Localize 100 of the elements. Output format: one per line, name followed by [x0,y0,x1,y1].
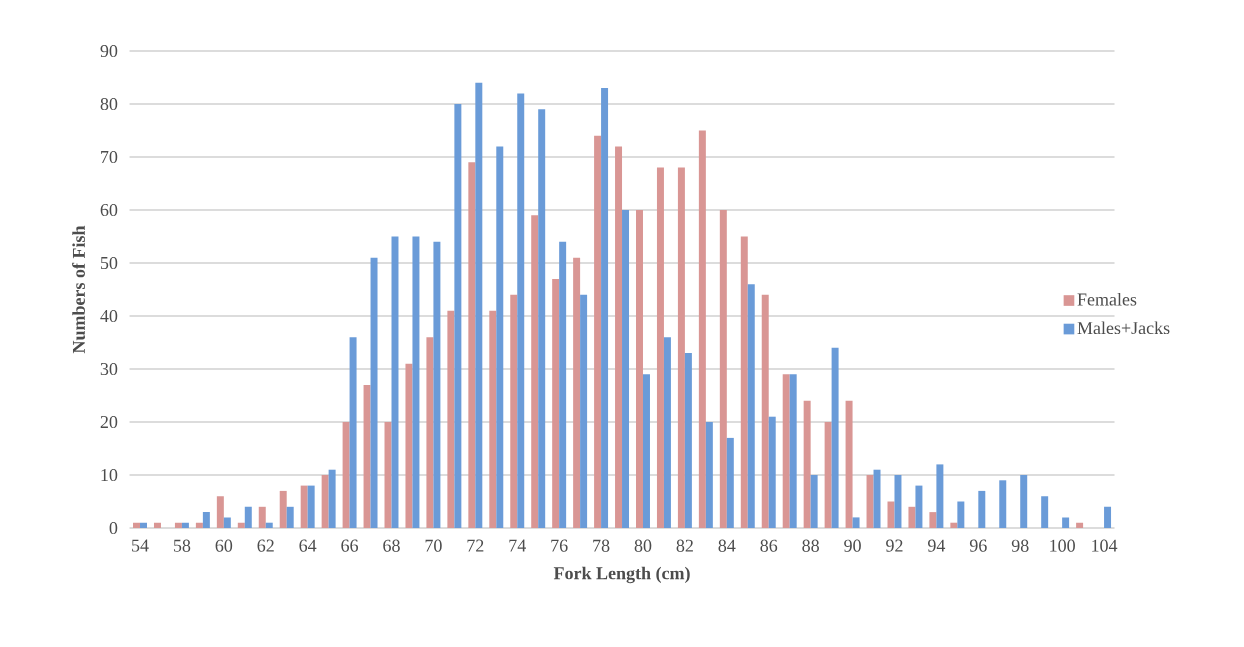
bar [663,337,671,528]
bar [202,512,210,528]
x-tick-label: 66 [341,539,359,552]
x-tick-label: 64 [299,539,317,552]
x-tick-label: 86 [760,539,778,552]
y-tick-label: 90 [100,44,118,58]
x-tick-label: 68 [383,539,400,552]
bar [761,294,769,528]
bar [915,485,923,528]
bar [908,506,916,528]
bar [642,374,650,528]
bar [140,522,147,528]
bar [768,416,776,528]
bar [656,167,664,528]
bar [852,517,860,528]
bar [552,278,560,528]
x-axis-title: Fork Length (cm) [553,566,690,584]
bar [300,485,308,528]
bar [405,363,413,528]
bar [936,464,944,528]
x-tick-label: 72 [467,539,484,552]
bar [845,400,853,528]
bar [489,310,497,528]
bar [803,400,811,528]
bar [223,517,231,528]
bar [719,210,727,528]
bar [433,241,441,528]
x-tick-label: 74 [509,539,526,552]
bar [594,135,602,528]
bar [174,522,182,528]
bar [789,374,797,528]
bar [153,522,161,528]
bar [265,522,273,528]
bar [810,475,818,528]
bar [684,353,692,528]
bar [475,82,483,528]
bar [510,294,518,528]
bar [328,469,336,528]
x-tick-label: 62 [257,539,274,552]
bar [726,437,734,528]
bar [698,130,706,528]
x-tick-label: 98 [1011,539,1029,552]
x-tick-label: 76 [551,539,568,552]
bar [412,236,420,528]
y-tick-label: 70 [101,150,118,164]
bar [181,522,189,528]
bar [363,384,371,528]
bar [1104,506,1112,528]
bar [321,475,329,528]
bar [601,88,609,528]
y-tick-label: 60 [100,203,118,217]
x-tick-label: 92 [886,539,903,552]
bar [349,337,357,528]
bar [894,475,902,528]
y-tick-label: 20 [100,415,118,429]
bar [782,374,790,528]
bar [831,347,839,528]
bar [873,469,881,528]
bar [286,506,294,528]
bar [1041,496,1049,528]
bar [999,480,1007,528]
bar [929,512,937,528]
x-tick-label: 80 [634,539,652,552]
legend-label: Males+Jacks [1077,321,1170,335]
bar [1020,475,1028,528]
bar [740,236,748,528]
bar [244,506,252,528]
bar [216,496,224,528]
bar [447,310,455,528]
bar [622,210,630,528]
y-tick-label: 0 [109,521,118,535]
bar [615,146,623,528]
bar [866,475,874,528]
bar [1062,517,1070,528]
bar [258,506,266,528]
x-tick-label: 90 [844,539,861,552]
bar [705,422,713,528]
bar [824,422,832,528]
x-tick-label: 94 [927,539,946,552]
x-tick-label: 104 [1092,539,1118,552]
bar [887,501,895,528]
y-axis-title: Numbers of Fish [72,225,86,354]
bar [496,146,504,528]
x-tick-label: 60 [215,539,233,552]
bar [559,241,567,528]
bar [957,501,965,528]
bar [454,104,462,528]
bar [636,210,643,528]
x-tick-label: 78 [593,539,610,552]
bar [370,257,378,528]
bar [391,236,399,528]
x-tick-label: 84 [718,539,736,552]
x-tick-label: 82 [676,539,693,552]
y-tick-label: 40 [100,309,118,323]
bar [237,522,245,528]
bar [580,294,588,528]
legend-label: Females [1077,292,1137,306]
y-tick-label: 10 [101,468,118,482]
x-tick-label: 54 [132,539,149,552]
x-tick-label: 100 [1050,539,1075,552]
